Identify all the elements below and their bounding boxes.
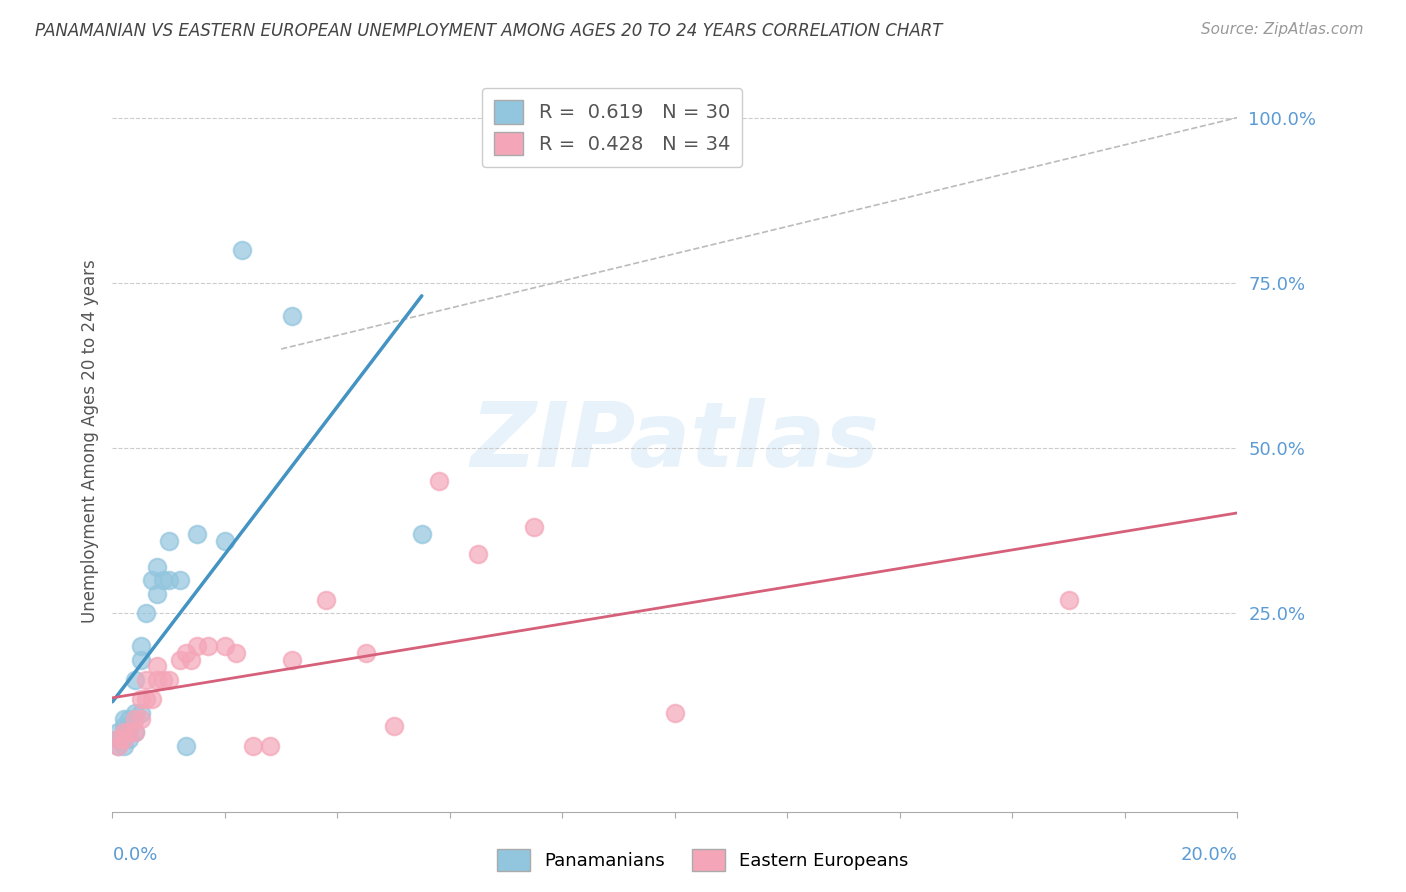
Point (664, 706, 686, 720)
Point (225, 646, 247, 660)
Text: PANAMANIAN VS EASTERN EUROPEAN UNEMPLOYMENT AMONG AGES 20 TO 24 YEARS CORRELATIO: PANAMANIAN VS EASTERN EUROPEAN UNEMPLOYM… (35, 22, 942, 40)
Point (174, 646, 197, 660)
Point (107, 725, 129, 739)
Point (523, 520, 546, 534)
Point (169, 574, 191, 588)
Point (141, 692, 163, 706)
Point (118, 725, 141, 739)
Point (146, 560, 169, 574)
Point (124, 706, 146, 720)
Legend: Panamanians, Eastern Europeans: Panamanians, Eastern Europeans (491, 842, 915, 879)
Point (129, 640, 152, 654)
Y-axis label: Unemployment Among Ages 20 to 24 years: Unemployment Among Ages 20 to 24 years (80, 260, 98, 624)
Point (180, 653, 202, 667)
Point (157, 673, 180, 687)
Point (112, 731, 135, 746)
Point (112, 725, 135, 739)
Point (157, 533, 180, 548)
Point (146, 673, 169, 687)
Point (186, 640, 208, 654)
Point (186, 527, 208, 541)
Point (427, 474, 450, 488)
Point (129, 712, 152, 726)
Point (146, 586, 169, 600)
Point (129, 653, 152, 667)
Point (281, 309, 304, 323)
Point (135, 673, 157, 687)
Point (146, 659, 169, 673)
Point (197, 640, 219, 654)
Point (129, 692, 152, 706)
Point (354, 646, 377, 660)
Point (214, 640, 236, 654)
Point (169, 653, 191, 667)
Point (174, 739, 197, 753)
Point (135, 692, 157, 706)
Text: 0.0%: 0.0% (112, 847, 157, 864)
Point (214, 533, 236, 548)
Point (124, 712, 146, 726)
Point (124, 673, 146, 687)
Point (107, 739, 129, 753)
Point (124, 725, 146, 739)
Point (129, 706, 152, 720)
Point (118, 731, 141, 746)
Point (118, 712, 141, 726)
Point (124, 725, 146, 739)
Point (152, 673, 174, 687)
Point (141, 574, 163, 588)
Point (242, 739, 264, 753)
Point (112, 725, 135, 739)
Point (1057, 593, 1080, 607)
Point (112, 719, 135, 733)
Point (112, 712, 135, 726)
Point (135, 607, 157, 621)
Point (231, 243, 253, 257)
Point (152, 574, 174, 588)
Point (315, 593, 337, 607)
Point (107, 739, 129, 753)
Legend: R =  0.619   N = 30, R =  0.428   N = 34: R = 0.619 N = 30, R = 0.428 N = 34 (482, 88, 741, 167)
Point (157, 574, 180, 588)
Text: Source: ZipAtlas.com: Source: ZipAtlas.com (1201, 22, 1364, 37)
Text: 20.0%: 20.0% (1181, 847, 1237, 864)
Point (281, 653, 304, 667)
Point (382, 719, 405, 733)
Point (112, 739, 135, 753)
Point (467, 547, 489, 561)
Point (259, 739, 281, 753)
Point (107, 731, 129, 746)
Text: ZIPatlas: ZIPatlas (471, 398, 879, 485)
Point (118, 719, 141, 733)
Point (107, 731, 129, 746)
Point (411, 527, 433, 541)
